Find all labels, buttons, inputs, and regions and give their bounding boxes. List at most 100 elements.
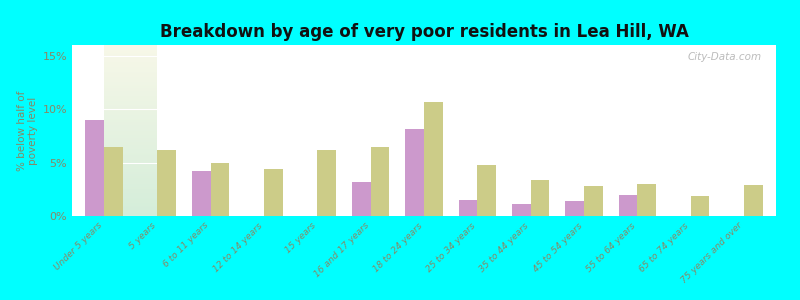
Bar: [104, 138, 158, 139]
Bar: [104, 67, 158, 68]
Bar: [104, 111, 158, 112]
Bar: [104, 164, 158, 165]
Bar: [104, 196, 158, 197]
Bar: [104, 104, 158, 105]
Bar: [104, 121, 158, 122]
Bar: [104, 180, 158, 181]
Bar: [370, 146, 390, 216]
Bar: [104, 141, 158, 142]
Bar: [104, 144, 158, 145]
Bar: [104, 69, 158, 70]
Bar: [104, 64, 158, 65]
Bar: [104, 124, 158, 125]
Bar: [104, 139, 158, 140]
Bar: [104, 119, 158, 120]
Bar: [104, 54, 158, 55]
Bar: [104, 70, 158, 71]
Bar: [104, 58, 158, 59]
Bar: [104, 146, 122, 216]
Bar: [104, 197, 158, 198]
Bar: [104, 57, 158, 58]
Bar: [104, 91, 158, 92]
Bar: [104, 100, 158, 101]
Bar: [104, 143, 158, 144]
Bar: [104, 162, 158, 163]
Bar: [104, 52, 158, 53]
Bar: [104, 113, 158, 114]
Bar: [104, 75, 158, 76]
Bar: [352, 182, 370, 216]
Bar: [104, 202, 158, 203]
Bar: [530, 180, 550, 216]
Bar: [104, 94, 158, 95]
Bar: [104, 99, 158, 100]
Bar: [104, 60, 158, 61]
Bar: [104, 173, 158, 174]
Bar: [104, 207, 158, 208]
Bar: [104, 68, 158, 69]
Bar: [512, 204, 530, 216]
Bar: [104, 103, 158, 104]
Bar: [104, 156, 158, 157]
Bar: [104, 137, 158, 138]
Bar: [104, 107, 158, 108]
Bar: [104, 212, 158, 213]
Bar: [104, 82, 158, 83]
Bar: [104, 118, 158, 119]
Title: Breakdown by age of very poor residents in Lea Hill, WA: Breakdown by age of very poor residents …: [159, 23, 689, 41]
Bar: [104, 201, 158, 202]
Bar: [104, 79, 158, 80]
Bar: [104, 198, 158, 199]
Bar: [104, 169, 158, 170]
Bar: [104, 136, 158, 137]
Bar: [104, 65, 158, 66]
Bar: [104, 73, 158, 74]
Bar: [104, 151, 158, 152]
Bar: [104, 49, 158, 50]
Bar: [104, 112, 158, 113]
Bar: [104, 211, 158, 212]
Bar: [104, 81, 158, 82]
Bar: [104, 210, 158, 211]
Bar: [104, 126, 158, 127]
Bar: [104, 85, 158, 86]
Bar: [104, 153, 158, 154]
Bar: [104, 146, 158, 147]
Bar: [104, 108, 158, 109]
Bar: [104, 89, 158, 90]
Bar: [104, 125, 158, 126]
Bar: [104, 72, 158, 73]
Bar: [104, 188, 158, 189]
Bar: [104, 46, 158, 47]
Bar: [104, 95, 158, 96]
Bar: [104, 157, 158, 158]
Bar: [210, 163, 230, 216]
Bar: [104, 120, 158, 121]
Bar: [104, 177, 158, 178]
Bar: [104, 55, 158, 56]
Bar: [104, 131, 158, 132]
Bar: [104, 149, 158, 150]
Bar: [104, 106, 158, 107]
Bar: [104, 194, 158, 195]
Bar: [104, 62, 158, 63]
Bar: [104, 150, 158, 151]
Bar: [104, 109, 158, 110]
Bar: [744, 185, 762, 216]
Bar: [104, 61, 158, 62]
Bar: [104, 191, 158, 192]
Bar: [104, 195, 158, 196]
Bar: [690, 196, 710, 216]
Bar: [104, 84, 158, 85]
Bar: [104, 129, 158, 130]
Bar: [104, 214, 158, 215]
Bar: [104, 200, 158, 201]
Bar: [104, 213, 158, 214]
Bar: [104, 76, 158, 77]
Y-axis label: % below half of
poverty level: % below half of poverty level: [17, 90, 38, 171]
Bar: [104, 66, 158, 67]
Bar: [104, 204, 158, 205]
Bar: [406, 129, 424, 216]
Bar: [104, 158, 158, 159]
Bar: [104, 92, 158, 93]
